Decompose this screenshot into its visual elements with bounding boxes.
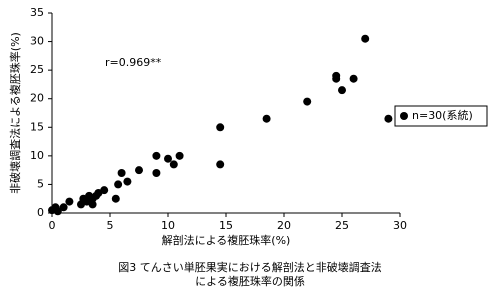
- y-tick-label: 25: [30, 63, 44, 76]
- point: [361, 34, 370, 43]
- y-tick-label: 10: [30, 149, 44, 162]
- legend-marker: [400, 112, 408, 120]
- point: [111, 194, 120, 203]
- y-tick-label: 35: [30, 6, 44, 19]
- point: [169, 160, 178, 169]
- x-tick-label: 15: [219, 219, 233, 232]
- legend-label: n=30(系統): [412, 108, 473, 122]
- y-tick-label: 0: [37, 206, 44, 219]
- point: [303, 97, 312, 106]
- point: [65, 197, 74, 206]
- y-tick-label: 20: [30, 92, 44, 105]
- point: [332, 74, 341, 83]
- caption: 図3 てんさい単胚果実における解剖法と非破壊調査法: [118, 260, 382, 274]
- x-tick-label: 5: [107, 219, 114, 232]
- x-tick-label: 20: [277, 219, 291, 232]
- point: [152, 169, 161, 177]
- x-tick-label: 25: [335, 219, 349, 232]
- point: [338, 86, 346, 95]
- point: [88, 200, 97, 209]
- point: [349, 74, 358, 83]
- point: [123, 177, 132, 186]
- point: [100, 186, 109, 195]
- point: [59, 203, 68, 212]
- y-axis-label: 非破壊調査法による複胚珠率(%): [8, 32, 22, 194]
- x-tick-label: 0: [49, 219, 56, 232]
- y-tick-label: 5: [37, 177, 44, 190]
- y-tick-label: 15: [30, 120, 44, 133]
- point: [135, 166, 143, 175]
- annotation: r=0.969**: [105, 56, 162, 69]
- x-axis-label: 解剖法による複胚珠率(%): [162, 233, 291, 247]
- x-tick-label: 10: [161, 219, 175, 232]
- point: [175, 151, 184, 160]
- x-tick-label: 30: [393, 219, 407, 232]
- caption: による複胚珠率の関係: [195, 274, 305, 288]
- point: [384, 114, 393, 123]
- legend-box: [394, 105, 488, 127]
- point: [216, 123, 225, 132]
- point: [114, 180, 123, 189]
- point: [117, 169, 126, 177]
- point: [262, 114, 271, 123]
- point: [53, 207, 62, 216]
- point: [216, 160, 225, 169]
- y-tick-label: 30: [30, 35, 44, 48]
- point: [164, 154, 172, 163]
- point: [152, 151, 161, 160]
